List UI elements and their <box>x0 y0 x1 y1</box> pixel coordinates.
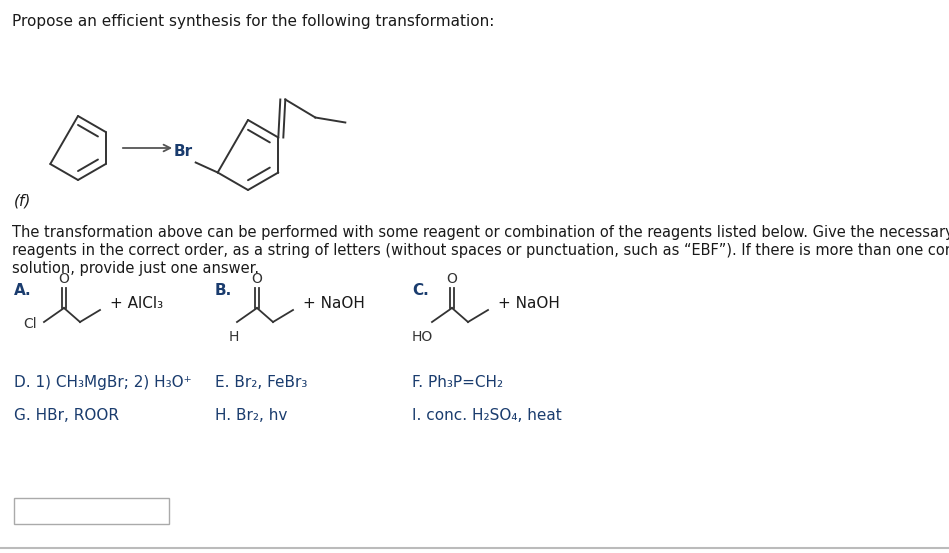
Text: + NaOH: + NaOH <box>303 295 364 310</box>
Text: I. conc. H₂SO₄, heat: I. conc. H₂SO₄, heat <box>412 408 562 423</box>
Text: + AlCl₃: + AlCl₃ <box>110 295 163 310</box>
Text: HO: HO <box>411 330 433 344</box>
Text: O: O <box>59 272 69 286</box>
Text: F. Ph₃P=CH₂: F. Ph₃P=CH₂ <box>412 375 503 390</box>
Text: H: H <box>229 330 239 344</box>
Text: A.: A. <box>14 283 31 298</box>
Text: Br: Br <box>174 144 193 159</box>
Text: reagents in the correct order, as a string of letters (without spaces or punctua: reagents in the correct order, as a stri… <box>12 243 949 258</box>
Text: G. HBr, ROOR: G. HBr, ROOR <box>14 408 119 423</box>
Text: The transformation above can be performed with some reagent or combination of th: The transformation above can be performe… <box>12 225 949 240</box>
Text: (f): (f) <box>14 194 31 209</box>
Text: solution, provide just one answer.: solution, provide just one answer. <box>12 261 259 276</box>
Text: D. 1) CH₃MgBr; 2) H₃O⁺: D. 1) CH₃MgBr; 2) H₃O⁺ <box>14 375 192 390</box>
Text: B.: B. <box>215 283 233 298</box>
Text: + NaOH: + NaOH <box>498 295 560 310</box>
Bar <box>14 498 169 524</box>
Text: Propose an efficient synthesis for the following transformation:: Propose an efficient synthesis for the f… <box>12 14 494 29</box>
Text: O: O <box>447 272 457 286</box>
Text: Cl: Cl <box>23 317 37 331</box>
Text: H. Br₂, hv: H. Br₂, hv <box>215 408 288 423</box>
Text: C.: C. <box>412 283 429 298</box>
Text: E. Br₂, FeBr₃: E. Br₂, FeBr₃ <box>215 375 307 390</box>
Text: O: O <box>251 272 263 286</box>
